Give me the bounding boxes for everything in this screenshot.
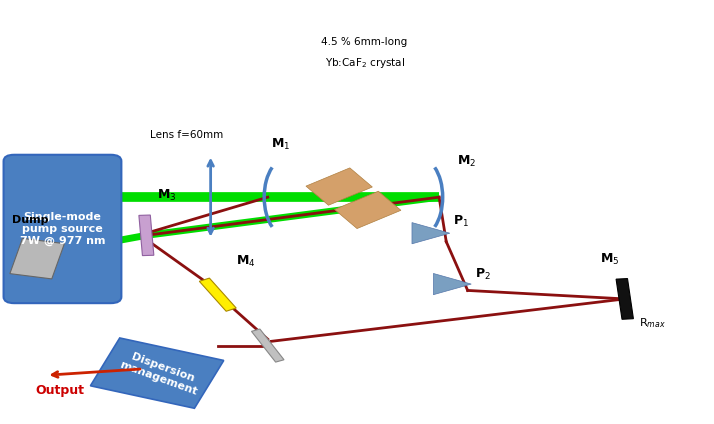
- Text: R$_{max}$: R$_{max}$: [639, 316, 666, 330]
- Text: M$_5$: M$_5$: [600, 252, 619, 267]
- Polygon shape: [335, 191, 401, 229]
- Polygon shape: [433, 273, 471, 295]
- Text: Yb:CaF$_2$ crystal: Yb:CaF$_2$ crystal: [325, 56, 405, 70]
- Text: M$_4$: M$_4$: [236, 254, 255, 269]
- Text: Single-mode
pump source
7W @ 977 nm: Single-mode pump source 7W @ 977 nm: [20, 212, 105, 245]
- Polygon shape: [139, 215, 154, 256]
- Polygon shape: [91, 338, 223, 408]
- Text: Output: Output: [36, 384, 85, 397]
- Text: M$_3$: M$_3$: [157, 188, 176, 204]
- Polygon shape: [251, 329, 284, 362]
- Text: M$_2$: M$_2$: [457, 154, 476, 170]
- FancyBboxPatch shape: [4, 155, 121, 303]
- Text: P$_1$: P$_1$: [453, 214, 469, 229]
- Polygon shape: [306, 168, 372, 205]
- Text: 4.5 % 6mm-long: 4.5 % 6mm-long: [321, 36, 408, 47]
- Text: Dump: Dump: [12, 215, 49, 225]
- Text: Lens f=60mm: Lens f=60mm: [150, 130, 223, 140]
- Polygon shape: [10, 238, 64, 279]
- Text: P$_2$: P$_2$: [475, 267, 491, 282]
- Polygon shape: [412, 223, 450, 244]
- Polygon shape: [199, 278, 236, 311]
- Polygon shape: [616, 279, 633, 319]
- Text: Dispersion
management: Dispersion management: [119, 349, 203, 397]
- Text: M$_1$: M$_1$: [271, 137, 291, 153]
